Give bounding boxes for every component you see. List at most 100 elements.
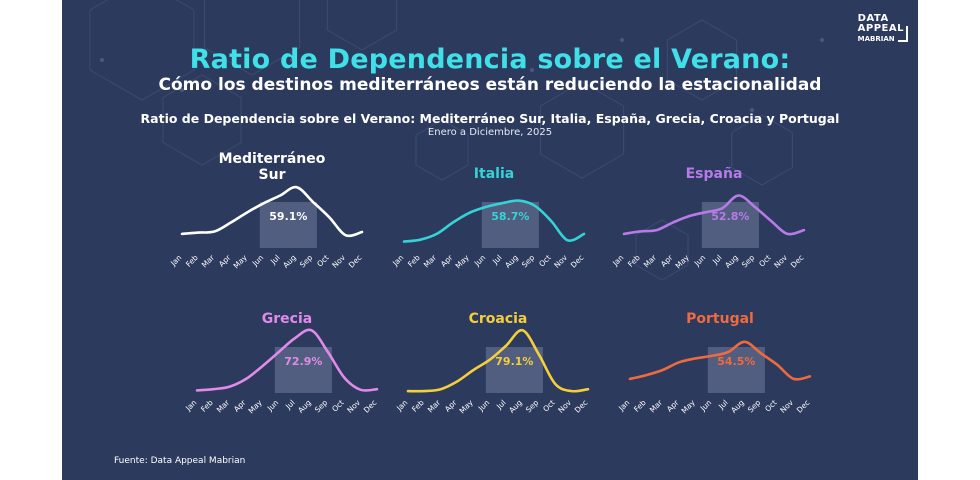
network-node — [820, 38, 824, 42]
x-tick-label: Dec — [795, 398, 812, 415]
x-tick-label: Jul — [494, 398, 507, 411]
ratio-label: 52.8% — [711, 210, 749, 223]
hexagon-outline — [89, 0, 195, 101]
x-tick-label: Jun — [265, 398, 281, 414]
x-tick-label: Jul — [710, 253, 723, 266]
chart-panel-2: Italia 58.7% Jan Feb Mar Apr May Jun Jul Aug Sep Oc… — [390, 166, 585, 270]
logo-line-1: DATA — [857, 13, 889, 24]
x-tick-label: Feb — [199, 398, 215, 414]
x-tick-label: Oct — [315, 253, 331, 269]
logo-line-3: MABRIAN — [857, 35, 895, 43]
x-tick-label: Jul — [283, 398, 296, 411]
hexagon-outline — [162, 74, 242, 166]
x-tick-label: Oct — [537, 253, 553, 269]
hexagon-outline — [539, 81, 625, 179]
chart-panel-5: Croacia 79.1% Jan Feb Mar Apr May Jun Jul Aug Sep O… — [394, 311, 589, 415]
x-tick-label: Oct — [763, 398, 779, 414]
logo-line-2: APPEAL — [857, 23, 904, 34]
chart-panel-6: Portugal 54.5% Jan Feb Mar Apr May Jun Jul Aug Sep… — [616, 311, 811, 415]
x-tick-label: Oct — [330, 398, 346, 414]
chart-panel-4: Grecia 72.9% Jan Feb Mar Apr May Jun Jul Aug Sep Oc… — [183, 311, 378, 415]
x-tick-label: Aug — [507, 398, 524, 415]
x-tick-label: Jun — [472, 253, 488, 269]
x-tick-label: Feb — [626, 253, 642, 269]
x-tick-label: Aug — [723, 253, 740, 270]
x-tick-label: Sep — [298, 253, 315, 270]
network-node — [620, 38, 624, 42]
logo-corner-mark — [898, 26, 908, 42]
chart-title: Portugal — [686, 311, 754, 327]
summer-highlight — [485, 347, 543, 393]
network-node — [180, 88, 184, 92]
x-tick-label: Sep — [746, 398, 763, 415]
x-tick-label: Jan — [610, 253, 625, 268]
x-tick-label: Apr — [659, 252, 675, 268]
x-tick-label: Sep — [524, 398, 541, 415]
chart-title: Croacia — [469, 311, 528, 327]
summer-highlight — [259, 202, 317, 248]
summer-highlight — [701, 202, 759, 248]
x-tick-label: Jan — [390, 253, 405, 268]
infographic-panel: DATA APPEAL MABRIAN Ratio de Dependencia… — [62, 0, 918, 480]
x-tick-label: Dec — [347, 253, 364, 270]
x-tick-label: Dec — [789, 253, 806, 270]
series-line — [622, 194, 806, 236]
x-tick-label: Dec — [573, 398, 590, 415]
ratio-label: 59.1% — [269, 210, 307, 223]
x-tick-label: Sep — [520, 253, 537, 270]
x-tick-label: Feb — [410, 398, 426, 414]
x-tick-label: Oct — [757, 253, 773, 269]
x-tick-label: Nov — [345, 398, 362, 415]
x-tick-label: Nov — [556, 398, 573, 415]
x-tick-label: Jun — [698, 398, 714, 414]
x-tick-label: Feb — [406, 253, 422, 269]
x-tick-label: Nov — [552, 253, 569, 270]
x-tick-label: Apr — [217, 252, 233, 268]
chart-title: España — [686, 166, 743, 182]
main-title: Ratio de Dependencia sobre el Verano: — [189, 44, 791, 75]
x-tick-label: Jul — [268, 253, 281, 266]
network-node — [530, 68, 534, 72]
hexagon-outline — [666, 19, 738, 101]
chart-title: Mediterráneo — [219, 151, 326, 167]
network-node — [100, 58, 104, 62]
x-tick-label: Jul — [490, 253, 503, 266]
x-tick-label: Mar — [422, 252, 439, 269]
x-tick-label: Nov — [778, 398, 795, 415]
x-tick-label: Mar — [426, 397, 443, 414]
x-tick-label: Mar — [215, 397, 232, 414]
x-tick-label: Feb — [632, 398, 648, 414]
ratio-label: 54.5% — [717, 355, 755, 368]
x-tick-label: Aug — [729, 398, 746, 415]
x-tick-label: Oct — [541, 398, 557, 414]
x-tick-label: Sep — [313, 398, 330, 415]
x-tick-label: Jun — [692, 253, 708, 269]
ratio-label: 79.1% — [495, 355, 533, 368]
chart-title: Grecia — [262, 311, 312, 327]
x-tick-label: May — [232, 253, 250, 271]
x-tick-label: Nov — [772, 253, 789, 270]
x-tick-label: Apr — [665, 397, 681, 413]
series-line — [406, 328, 590, 393]
series-line — [195, 328, 379, 392]
x-tick-label: Nov — [330, 253, 347, 270]
hexagon-outline — [203, 0, 301, 76]
series-line — [628, 340, 812, 381]
x-tick-label: May — [458, 398, 476, 416]
ratio-label: 72.9% — [284, 355, 322, 368]
x-tick-label: Jan — [168, 253, 183, 268]
x-tick-label: Mar — [648, 397, 665, 414]
network-node — [750, 108, 754, 112]
x-tick-label: Dec — [362, 398, 379, 415]
x-tick-label: May — [247, 398, 265, 416]
series-line — [180, 185, 364, 238]
hexagon-outline — [326, 0, 398, 51]
summer-highlight — [481, 202, 539, 248]
chart-heading: Ratio de Dependencia sobre el Verano: Me… — [140, 111, 840, 126]
hexagon-outline — [731, 114, 793, 186]
x-tick-label: Apr — [232, 397, 248, 413]
chart-title: Sur — [259, 167, 286, 183]
hexagon-background — [89, 0, 824, 281]
